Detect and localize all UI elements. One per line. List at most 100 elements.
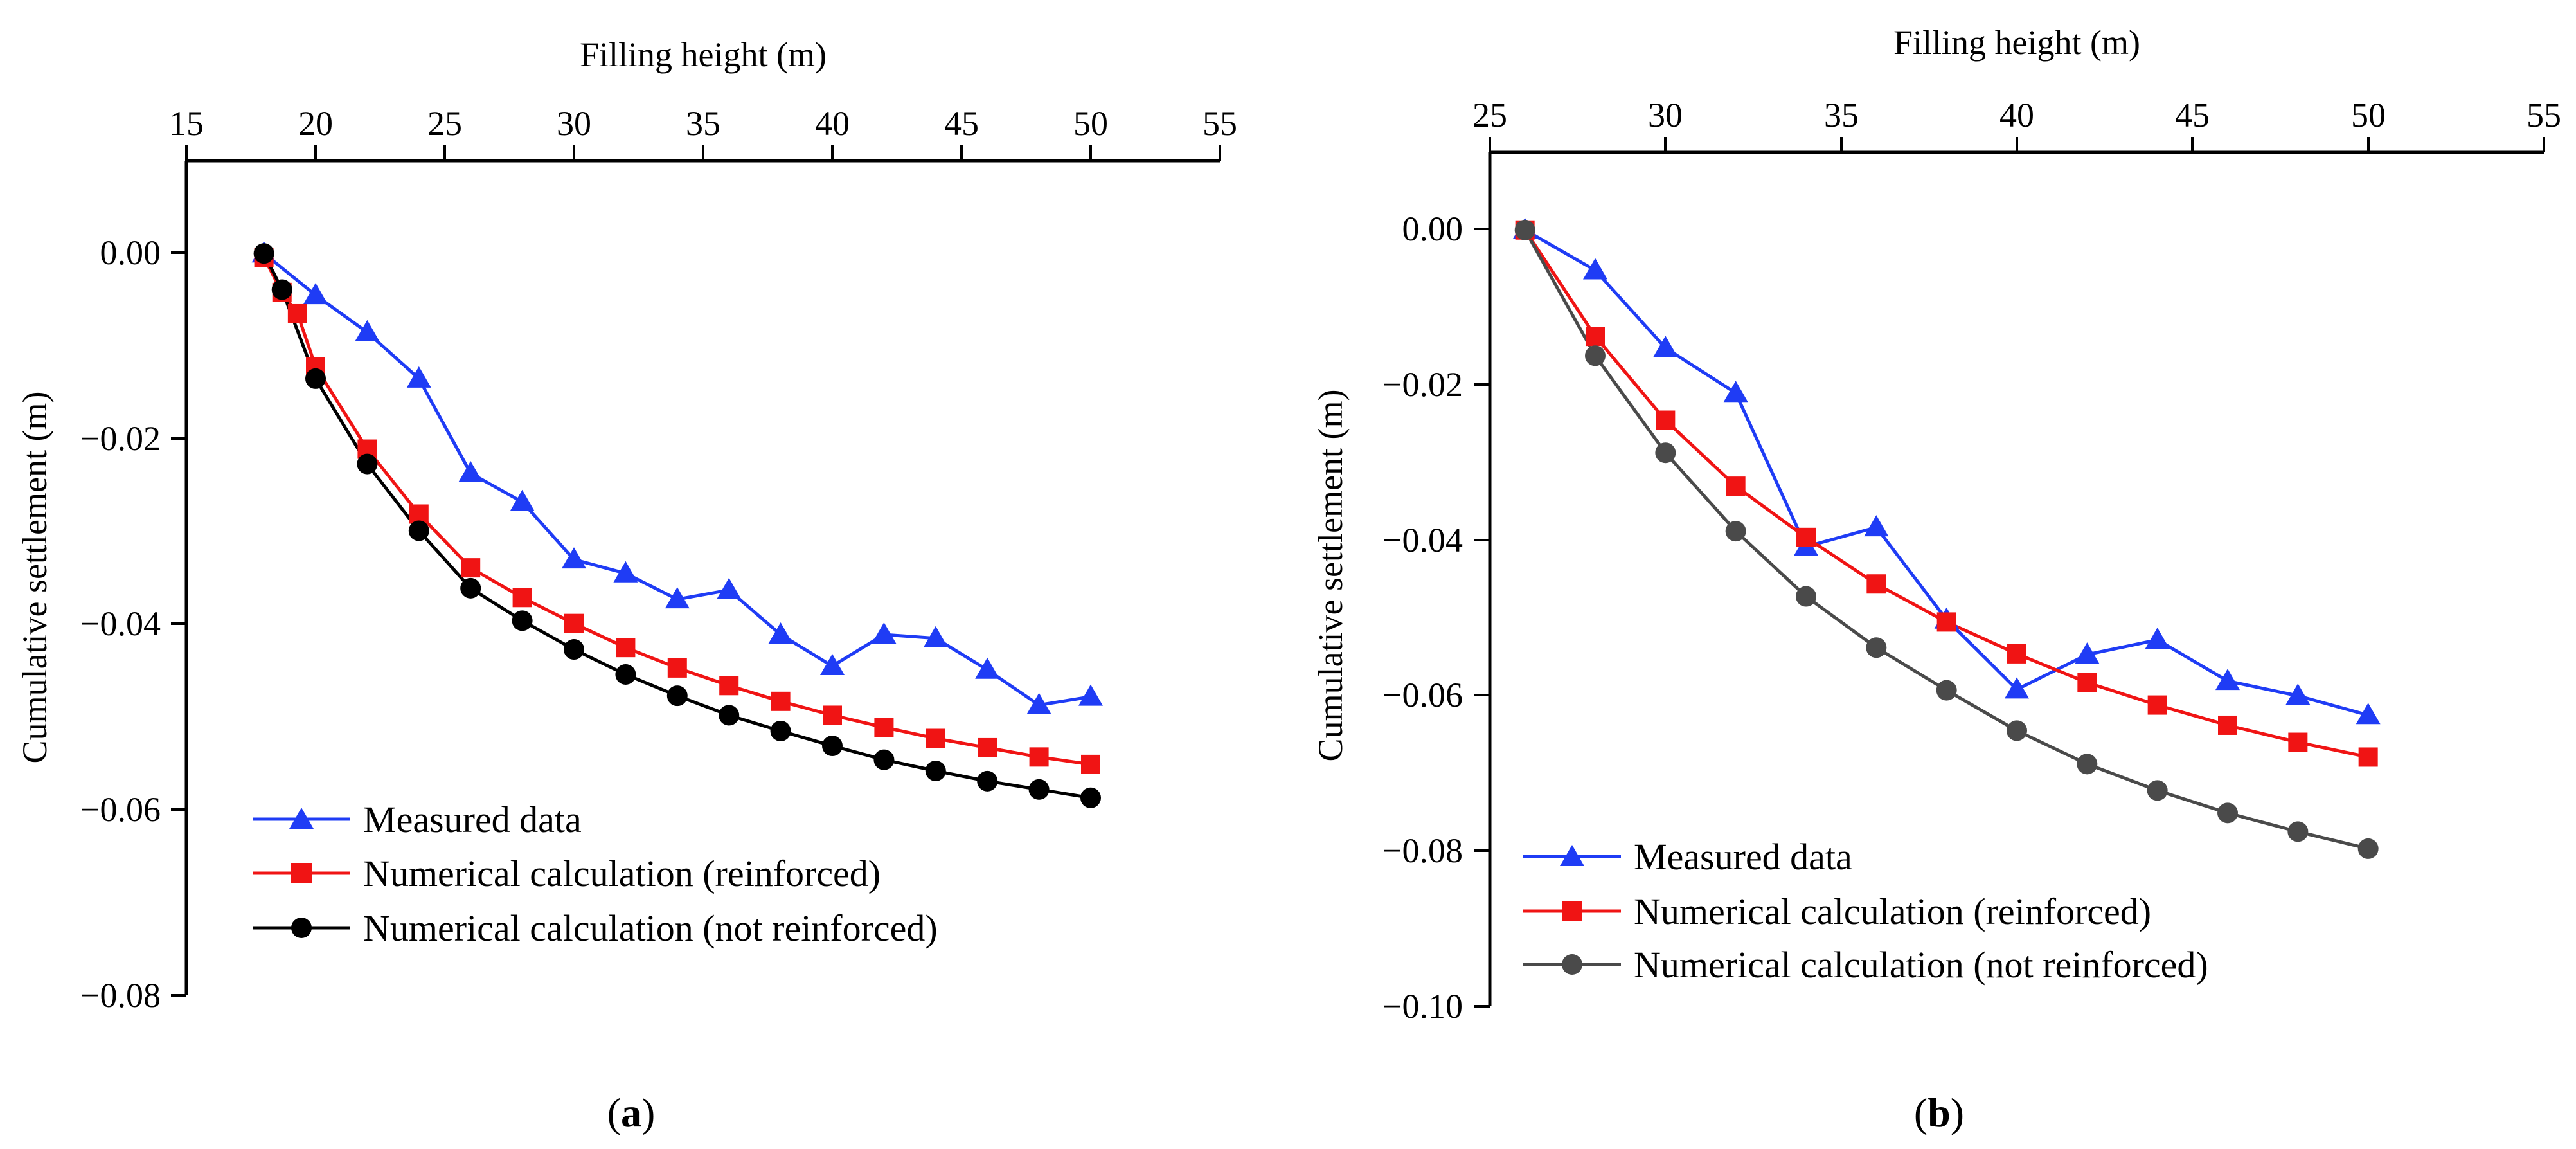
panel-a-data-point-measured — [355, 320, 380, 341]
panel-a-data-point-reinforced — [512, 588, 532, 608]
panel-b-data-point-not-reinforced — [2007, 720, 2027, 741]
panel-b-data-point-not-reinforced — [1725, 521, 1746, 542]
panel-b-data-point-not-reinforced — [1514, 219, 1535, 240]
panel-a-data-point-not-reinforced — [253, 243, 274, 264]
panel-a-data-point-reinforced — [719, 676, 739, 696]
panel-a-data-point-not-reinforced — [1080, 787, 1101, 808]
panel-a-legend-marker-not-reinforced — [291, 918, 312, 938]
panel-b-legend-label-measured: Measured data — [1634, 836, 1852, 878]
panel-a-data-point-reinforced — [667, 658, 687, 678]
panel-b-data-point-reinforced — [1936, 612, 1956, 632]
panel-a-data-point-measured — [768, 622, 793, 644]
panel-b-x-tick-label: 55 — [2527, 96, 2561, 134]
panel-b-x-tick-label: 30 — [1648, 96, 1683, 134]
panel-a-data-point-not-reinforced — [719, 705, 740, 726]
panel-b-data-point-reinforced — [2077, 673, 2097, 692]
panel-b-data-point-not-reinforced — [1936, 680, 1957, 701]
panel-a-x-tick-label: 35 — [686, 104, 720, 143]
panel-b-y-tick-label: −0.08 — [1382, 831, 1463, 870]
panel-a-x-tick-label: 40 — [815, 104, 850, 143]
panel-a-series-line-not-reinforced — [262, 253, 1091, 800]
panel-a-y-tick-label: −0.08 — [80, 976, 161, 1015]
panel-b-data-point-measured — [2075, 642, 2100, 664]
panel-a-y-axis-title: Cumulative settlement (m) — [15, 392, 54, 764]
panel-a-x-tick-label: 50 — [1073, 104, 1108, 143]
panel-a-data-point-reinforced — [1081, 754, 1100, 774]
panel-b-data-point-reinforced — [2218, 715, 2237, 735]
panel-a-x-tick-label: 45 — [944, 104, 979, 143]
panel-a-data-point-not-reinforced — [925, 760, 946, 781]
panel-a-legend-label-reinforced: Numerical calculation (reinforced) — [363, 853, 881, 894]
panel-b: Filling height (m) Cumulative settlement… — [1311, 23, 2561, 1135]
panel-a-legend-marker-reinforced — [291, 863, 312, 883]
panel-b-data-point-reinforced — [1796, 527, 1816, 547]
panel-a-data-point-not-reinforced — [1028, 779, 1050, 800]
panel-b-series-line-not-reinforced — [1523, 229, 2369, 851]
panel-a-plot-area — [251, 241, 1103, 808]
panel-a-data-point-reinforced — [616, 638, 636, 658]
panel-a-data-point-measured — [406, 366, 431, 388]
panel-b-x-tick-label: 40 — [1999, 96, 2034, 134]
panel-a-legend-marker-measured — [289, 808, 314, 829]
panel-a-data-point-reinforced — [926, 728, 945, 748]
panel-a-data-point-measured — [975, 657, 1000, 679]
panel-a-data-point-not-reinforced — [305, 368, 326, 389]
panel-b-data-point-measured — [1583, 258, 1607, 280]
panel-b-y-ticks: 0.00 −0.02 −0.04 −0.06 −0.08 −0.10 — [1382, 210, 1490, 1026]
panel-b-x-tick-label: 35 — [1824, 96, 1859, 134]
panel-b-data-point-measured — [2285, 683, 2311, 705]
panel-a-data-point-not-reinforced — [770, 720, 791, 741]
panel-b-legend-label-not-reinforced: Numerical calculation (not reinforced) — [1634, 944, 2208, 986]
panel-a-data-point-measured — [613, 561, 638, 583]
panel-a-y-tick-label: −0.02 — [80, 419, 161, 458]
panel-a-x-ticks: 15 20 25 30 35 40 45 50 55 — [169, 104, 1237, 161]
panel-a-data-point-measured — [820, 654, 845, 676]
panel-a-legend-label-not-reinforced: Numerical calculation (not reinforced) — [363, 907, 938, 949]
panel-a-data-point-measured — [1026, 692, 1051, 714]
panel-a-data-point-reinforced — [461, 558, 481, 578]
panel-b-legend-label-reinforced: Numerical calculation (reinforced) — [1634, 891, 2151, 932]
panel-a-data-point-measured — [717, 577, 742, 599]
panel-b-data-point-measured — [1723, 381, 1748, 403]
panel-b-y-tick-label: −0.06 — [1382, 676, 1463, 714]
panel-a-data-point-not-reinforced — [873, 749, 895, 770]
panel-a-x-tick-label: 25 — [427, 104, 462, 143]
panel-b-data-point-reinforced — [2358, 747, 2378, 767]
panel-a-x-tick-label: 15 — [169, 104, 204, 143]
panel-a-data-point-not-reinforced — [615, 664, 636, 685]
panel-b-y-axis-title: Cumulative settlement (m) — [1311, 390, 1350, 762]
panel-a-x-tick-label: 55 — [1203, 104, 1237, 143]
panel-a-y-tick-label: −0.06 — [80, 790, 161, 829]
panel-b-series-line-measured — [1524, 228, 2369, 717]
panel-a-data-point-not-reinforced — [822, 736, 843, 757]
panel-b-data-point-measured — [1864, 515, 1889, 537]
panel-a-y-ticks: 0.00 −0.02 −0.04 −0.06 −0.08 — [80, 233, 186, 1015]
panel-a-data-point-not-reinforced — [977, 770, 998, 792]
panel-b-legend-marker-measured — [1560, 845, 1584, 866]
panel-b-plot-area — [1512, 217, 2381, 859]
panel-b-label: (b) — [1914, 1090, 1964, 1135]
panel-b-data-point-measured — [1653, 336, 1678, 357]
panel-b-data-point-not-reinforced — [2287, 821, 2309, 842]
panel-a-data-point-measured — [1078, 684, 1103, 706]
panel-a-data-point-measured — [665, 587, 690, 609]
panel-b-x-tick-label: 25 — [1472, 96, 1507, 134]
panel-b-data-point-measured — [2005, 677, 2029, 699]
panel-b-y-tick-label: −0.02 — [1382, 365, 1463, 404]
panel-a-data-point-reinforced — [287, 303, 307, 323]
panel-a-x-tick-label: 30 — [557, 104, 591, 143]
panel-b-data-point-not-reinforced — [2077, 754, 2098, 775]
panel-b-data-point-not-reinforced — [2357, 838, 2379, 859]
panel-b-legend-marker-not-reinforced — [1562, 954, 1582, 975]
panel-b-data-point-not-reinforced — [2147, 780, 2168, 801]
panel-a-data-point-reinforced — [874, 718, 894, 737]
panel-b-data-point-reinforced — [2288, 732, 2308, 752]
panel-a-x-tick-label: 20 — [298, 104, 333, 143]
panel-b-data-point-reinforced — [1656, 410, 1676, 430]
panel-a-y-tick-label: −0.04 — [80, 604, 161, 643]
panel-b-data-point-reinforced — [1586, 327, 1605, 347]
panel-b-data-point-not-reinforced — [1655, 442, 1676, 464]
panel-a-data-point-measured — [872, 622, 897, 644]
panel-a-data-point-measured — [303, 283, 328, 305]
panel-b-data-point-reinforced — [1866, 574, 1886, 594]
